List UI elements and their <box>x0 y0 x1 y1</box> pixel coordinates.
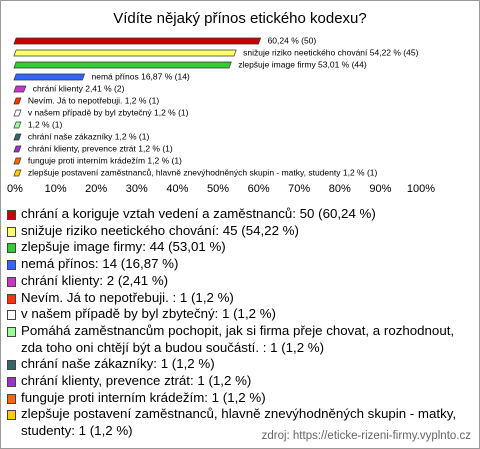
legend-text: snižuje riziko neetického chování: 45 (5… <box>21 222 299 238</box>
value-label: 60,24 % (50) <box>268 35 317 45</box>
value-label: 1,2 % (1) <box>28 119 63 129</box>
bar <box>13 85 27 93</box>
value-label: zlepšuje postavení zaměstnanců, hlavně z… <box>28 167 378 177</box>
bar <box>13 145 22 153</box>
legend-text: zlepšuje postavení zaměstnanců, hlavně z… <box>21 406 457 439</box>
legend-item: nemá přínos: 14 (16,87 %) <box>7 256 467 273</box>
bar <box>13 133 22 141</box>
value-label: snižuje riziko neetického chování 54,22 … <box>243 47 418 57</box>
legend-text: Pomáhá zaměstnancům pochopit, jak si fir… <box>21 322 455 355</box>
legend-item: v našem případě by byl zbytečný: 1 (1,2 … <box>7 306 467 323</box>
plot: Vídíte nějaký přínos etického kodexu? 0%… <box>7 10 435 195</box>
legend-text: chrání klienty: 2 (2,41 %) <box>21 272 169 288</box>
x-tick-label: 100% <box>407 183 435 195</box>
bar <box>13 121 22 129</box>
value-label: zlepšuje image firmy 53,01 % (44) <box>238 59 367 69</box>
value-label: nemá přínos 16,87 % (14) <box>91 71 189 81</box>
value-label: Nevím. Já to nepotřebuji. 1,2 % (1) <box>28 95 160 105</box>
legend-swatch <box>7 210 16 220</box>
bar <box>13 37 262 45</box>
legend-swatch <box>7 326 16 337</box>
bar <box>13 157 22 165</box>
legend-swatch <box>7 393 16 404</box>
legend-item: zlepšuje image firmy: 44 (53,01 %) <box>7 239 467 256</box>
legend-text: v našem případě by byl zbytečný: 1 (1,2 … <box>21 306 276 322</box>
x-tick-label: 20% <box>85 183 107 195</box>
legend-text: Nevím. Já to nepotřebuji. : 1 (1,2 %) <box>21 289 234 305</box>
value-label: chrání klienty 2,41 % (2) <box>33 83 125 93</box>
legend-swatch <box>7 377 16 388</box>
x-tick-label: 30% <box>126 183 148 195</box>
bar <box>13 169 22 177</box>
legend-text: nemá přínos: 14 (16,87 %) <box>21 256 179 272</box>
legend-text: chrání a koriguje vztah vedení a zaměstn… <box>21 206 376 221</box>
legend-item: snižuje riziko neetického chování: 45 (5… <box>7 223 467 240</box>
legend-swatch <box>7 310 16 321</box>
legend-swatch <box>7 276 16 287</box>
legend-swatch <box>7 226 16 237</box>
x-tick-label: 50% <box>207 183 229 195</box>
bar <box>13 109 22 117</box>
legend-item: zlepšuje postavení zaměstnanců, hlavně z… <box>7 406 467 439</box>
legend-swatch <box>7 260 16 271</box>
legend-item: chrání klienty, prevence ztrát: 1 (1,2 %… <box>7 373 467 390</box>
bar <box>13 97 22 105</box>
legend: chrání a koriguje vztah vedení a zaměstn… <box>7 206 467 440</box>
x-tick-label: 10% <box>45 183 67 195</box>
legend-swatch <box>7 293 16 304</box>
bar <box>13 49 237 57</box>
x-tick-label: 60% <box>248 183 270 195</box>
value-label: funguje proti interním krádežím 1,2 % (1… <box>28 155 182 165</box>
value-label: chrání klienty, prevence ztrát 1,2 % (1) <box>28 143 173 153</box>
legend-swatch <box>7 410 16 421</box>
x-tick-label: 70% <box>288 183 310 195</box>
bar <box>13 61 232 69</box>
value-label: chrání naše zákazníky 1,2 % (1) <box>28 131 150 141</box>
legend-text: zlepšuje image firmy: 44 (53,01 %) <box>21 239 226 255</box>
legend-item: chrání klienty: 2 (2,41 %) <box>7 273 467 290</box>
legend-item: funguje proti interním krádežím: 1 (1,2 … <box>7 390 467 407</box>
legend-item: chrání a koriguje vztah vedení a zaměstn… <box>7 206 467 223</box>
legend-item: Pomáhá zaměstnancům pochopit, jak si fir… <box>7 323 467 356</box>
x-tick-label: 90% <box>369 183 391 195</box>
bar <box>13 73 86 81</box>
legend-text: funguje proti interním krádežím: 1 (1,2 … <box>21 389 266 405</box>
chart-title: Vídíte nějaký přínos etického kodexu? <box>113 10 367 27</box>
x-tick-label: 40% <box>166 183 188 195</box>
x-tick-label: 80% <box>329 183 351 195</box>
legend-text: chrání naše zákazníky: 1 (1,2 %) <box>21 356 215 372</box>
source: zdroj: https://eticke-rizeni-firmy.vypln… <box>261 430 471 442</box>
x-tick-label: 0% <box>7 183 23 195</box>
legend-item: Nevím. Já to nepotřebuji. : 1 (1,2 %) <box>7 290 467 307</box>
value-label: v našem případě by byl zbytečný 1,2 % (1… <box>28 107 189 117</box>
legend-swatch <box>7 360 16 371</box>
legend-text: chrání klienty, prevence ztrát: 1 (1,2 %… <box>21 373 252 389</box>
legend-swatch <box>7 243 16 254</box>
legend-item: chrání naše zákazníky: 1 (1,2 %) <box>7 356 467 373</box>
